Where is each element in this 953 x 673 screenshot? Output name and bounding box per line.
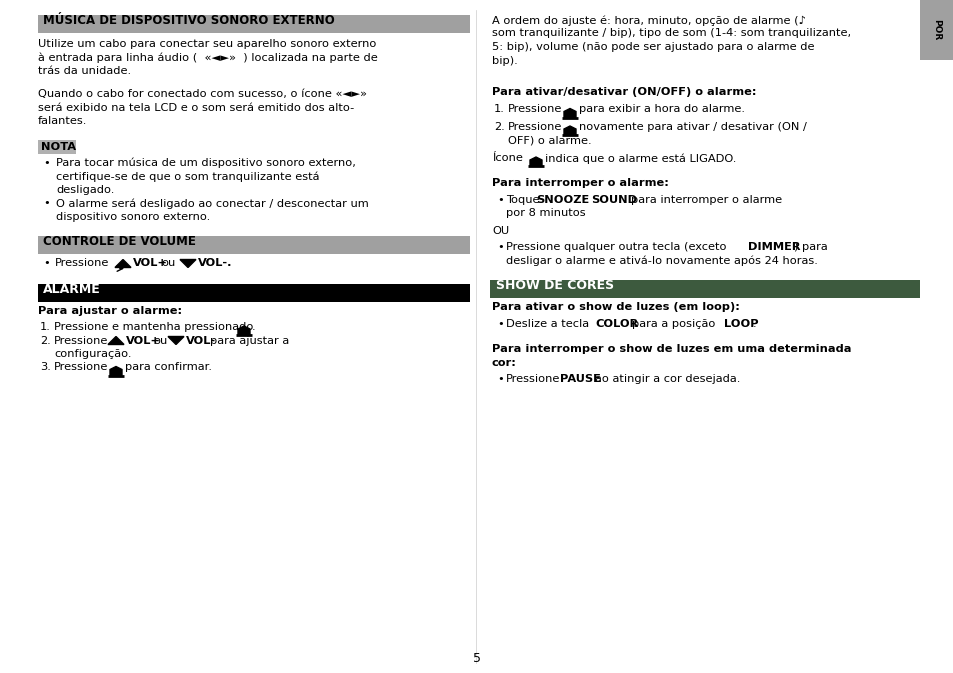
Text: •: • <box>43 158 50 168</box>
Polygon shape <box>168 336 184 345</box>
Text: 5: bip), volume (não pode ser ajustado para o alarme de: 5: bip), volume (não pode ser ajustado p… <box>492 42 814 52</box>
Bar <box>38 236 470 254</box>
Text: OU: OU <box>492 226 509 236</box>
Polygon shape <box>563 108 576 118</box>
Text: Pressione e mantenha pressionado: Pressione e mantenha pressionado <box>54 322 253 332</box>
Text: POR: POR <box>931 20 941 40</box>
Text: COLOR: COLOR <box>595 319 638 329</box>
Polygon shape <box>108 336 124 345</box>
Text: 2.: 2. <box>40 336 51 345</box>
Text: A ordem do ajuste é: hora, minuto, opção de alarme (♪: A ordem do ajuste é: hora, minuto, opção… <box>492 15 805 26</box>
Text: Para ajustar o alarme:: Para ajustar o alarme: <box>38 306 182 316</box>
Text: ) para: ) para <box>793 242 827 252</box>
Text: CONTROLE DE VOLUME: CONTROLE DE VOLUME <box>43 235 195 248</box>
Text: configuração.: configuração. <box>54 349 132 359</box>
Text: trás da unidade.: trás da unidade. <box>38 66 131 76</box>
Text: desligar o alarme e ativá-lo novamente após 24 horas.: desligar o alarme e ativá-lo novamente a… <box>505 256 817 267</box>
Text: Pressione: Pressione <box>54 363 109 372</box>
Text: Para ativar/desativar (ON/OFF) o alarme:: Para ativar/desativar (ON/OFF) o alarme: <box>492 87 756 97</box>
Text: •: • <box>497 195 503 205</box>
Text: para exibir a hora do alarme.: para exibir a hora do alarme. <box>578 104 744 114</box>
Text: •: • <box>497 242 503 252</box>
Text: VOL-.: VOL-. <box>198 258 233 269</box>
Bar <box>490 279 919 297</box>
Text: Quando o cabo for conectado com sucesso, o ícone «◄►»: Quando o cabo for conectado com sucesso,… <box>38 90 367 100</box>
Text: ou: ou <box>152 336 167 345</box>
Bar <box>919 0 953 60</box>
Text: SOUND: SOUND <box>590 195 637 205</box>
Text: dispositivo sonoro externo.: dispositivo sonoro externo. <box>56 212 210 222</box>
Text: para confirmar.: para confirmar. <box>125 363 212 372</box>
Text: NOTA: NOTA <box>41 142 76 152</box>
Text: OFF) o alarme.: OFF) o alarme. <box>507 135 591 145</box>
Text: para ajustar a: para ajustar a <box>210 336 289 345</box>
Text: Para interromper o show de luzes em uma determinada: Para interromper o show de luzes em uma … <box>492 345 851 355</box>
Text: Para tocar música de um dispositivo sonoro externo,: Para tocar música de um dispositivo sono… <box>56 158 355 168</box>
Text: som tranquilizante / bip), tipo de som (1-4: som tranquilizante,: som tranquilizante / bip), tipo de som (… <box>492 28 850 38</box>
Text: DIMMER: DIMMER <box>747 242 800 252</box>
Text: para a posição: para a posição <box>631 319 715 329</box>
Text: •: • <box>497 319 503 329</box>
Text: Utilize um cabo para conectar seu aparelho sonoro externo: Utilize um cabo para conectar seu aparel… <box>38 39 376 49</box>
Text: indica que o alarme está LIGADO.: indica que o alarme está LIGADO. <box>544 153 736 164</box>
Polygon shape <box>530 157 541 166</box>
Text: .: . <box>252 322 255 332</box>
Text: PAUSE: PAUSE <box>559 374 600 384</box>
Text: •: • <box>43 199 50 209</box>
Text: bip).: bip). <box>492 55 517 65</box>
Text: Para interromper o alarme:: Para interromper o alarme: <box>492 178 668 188</box>
Text: 2.: 2. <box>494 122 504 132</box>
Text: VOL-: VOL- <box>186 336 216 345</box>
Polygon shape <box>237 326 250 335</box>
Text: Pressione qualquer outra tecla (exceto: Pressione qualquer outra tecla (exceto <box>505 242 726 252</box>
Text: Pressione: Pressione <box>507 122 561 132</box>
Text: para interromper o alarme: para interromper o alarme <box>630 195 781 205</box>
Text: •: • <box>497 374 503 384</box>
Text: ·: · <box>582 195 586 205</box>
Text: 3.: 3. <box>40 363 51 372</box>
Text: 1.: 1. <box>40 322 51 332</box>
Text: Toque: Toque <box>505 195 539 205</box>
Text: desligado.: desligado. <box>56 185 114 195</box>
Bar <box>38 140 76 154</box>
Text: .: . <box>752 319 756 329</box>
Bar <box>38 283 470 302</box>
Polygon shape <box>115 260 131 267</box>
Text: SHOW DE CORES: SHOW DE CORES <box>496 279 614 292</box>
Text: à entrada para linha áudio (  «◄►»  ) localizada na parte de: à entrada para linha áudio ( «◄►» ) loca… <box>38 52 377 63</box>
Text: ao atingir a cor desejada.: ao atingir a cor desejada. <box>595 374 740 384</box>
Polygon shape <box>563 126 576 135</box>
Text: •: • <box>43 258 50 269</box>
Text: Pressione: Pressione <box>505 374 559 384</box>
Text: cor:: cor: <box>492 358 517 368</box>
Text: ou: ou <box>161 258 175 269</box>
Text: Pressione: Pressione <box>507 104 561 114</box>
Text: Ícone: Ícone <box>492 153 522 163</box>
Bar <box>38 15 470 33</box>
Polygon shape <box>110 367 122 376</box>
Text: LOOP: LOOP <box>723 319 758 329</box>
Polygon shape <box>180 260 195 267</box>
Text: SNOOZE: SNOOZE <box>536 195 589 205</box>
Text: VOL+: VOL+ <box>126 336 161 345</box>
Text: Deslize a tecla: Deslize a tecla <box>505 319 589 329</box>
Text: 1.: 1. <box>494 104 504 114</box>
Text: Pressione: Pressione <box>55 258 110 269</box>
Text: MÚSICA DE DISPOSITIVO SONORO EXTERNO: MÚSICA DE DISPOSITIVO SONORO EXTERNO <box>43 14 335 27</box>
Text: será exibido na tela LCD e o som será emitido dos alto-: será exibido na tela LCD e o som será em… <box>38 103 354 113</box>
Text: O alarme será desligado ao conectar / desconectar um: O alarme será desligado ao conectar / de… <box>56 199 369 209</box>
Text: certifique-se de que o som tranquilizante está: certifique-se de que o som tranquilizant… <box>56 172 319 182</box>
Text: 5: 5 <box>473 652 480 665</box>
Text: novamente para ativar / desativar (ON /: novamente para ativar / desativar (ON / <box>578 122 806 132</box>
Text: por 8 minutos: por 8 minutos <box>505 209 585 219</box>
Text: falantes.: falantes. <box>38 116 88 127</box>
Text: Para ativar o show de luzes (em loop):: Para ativar o show de luzes (em loop): <box>492 302 740 312</box>
Text: Pressione: Pressione <box>54 336 109 345</box>
Text: VOL+: VOL+ <box>132 258 168 269</box>
Text: ALARME: ALARME <box>43 283 101 295</box>
